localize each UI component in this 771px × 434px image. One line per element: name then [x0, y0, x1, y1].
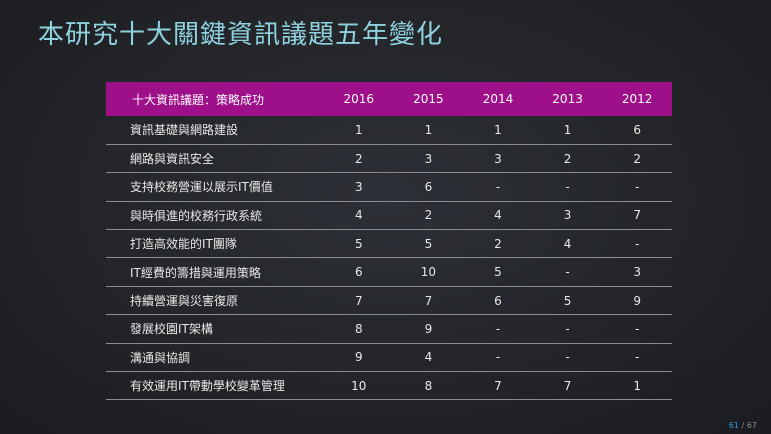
issue-name: IT經費的籌措與運用策略: [130, 265, 261, 280]
issue-name: 打造高效能的IT團隊: [130, 237, 237, 252]
table-row: 溝通與協調 9 4 - - -: [106, 343, 672, 372]
issue-name: 發展校園IT架構: [130, 322, 213, 337]
rank-cell: 2: [633, 151, 641, 166]
issue-name: 有效運用IT帶動學校變革管理: [130, 379, 285, 394]
rank-cell: 1: [633, 378, 641, 393]
rank-cell: 4: [424, 350, 433, 365]
rank-cell: 5: [424, 236, 433, 251]
rank-cell: 8: [424, 378, 433, 393]
table-row: 網路與資訊安全 2 3 3 2 2: [106, 144, 672, 173]
rank-cell: 7: [633, 208, 641, 223]
rank-cell: -: [565, 179, 570, 194]
rank-cell: 9: [633, 293, 641, 308]
rank-cell: 6: [424, 179, 433, 194]
page-current: 61: [728, 421, 740, 430]
table-row: 持續營運與災害復原 7 7 6 5 9: [106, 286, 672, 315]
rank-cell: 5: [494, 265, 502, 280]
rank-cell: 3: [633, 265, 641, 280]
rank-cell: 10: [420, 265, 437, 280]
header-year: 2016: [343, 92, 375, 106]
header-year: 2014: [482, 92, 514, 106]
rank-cell: 9: [424, 321, 433, 336]
issue-name: 與時俱進的校務行政系統: [130, 208, 263, 223]
rank-cell: 6: [354, 265, 363, 280]
rank-cell: 3: [424, 151, 433, 166]
page-separator: /: [739, 421, 747, 430]
issue-name: 持續營運與災害復原: [130, 294, 239, 309]
rank-cell: -: [495, 179, 501, 194]
rank-cell: 5: [563, 293, 572, 308]
rank-cell: 1: [354, 122, 363, 137]
rank-cell: 7: [563, 378, 572, 393]
rank-cell: 1: [424, 122, 433, 137]
rank-cell: -: [495, 350, 501, 365]
rank-cell: 6: [494, 293, 502, 308]
issues-table: 十大資訊議題：策略成功 2016 2015 2014 2013 2012 資訊基…: [106, 82, 672, 400]
table-row: 資訊基礎與網路建設 1 1 1 1 6: [106, 116, 672, 145]
rank-cell: -: [495, 321, 501, 336]
slide-title: 本研究十大關鍵資訊議題五年變化: [38, 20, 444, 50]
header-year: 2013: [552, 92, 583, 106]
table-row: 發展校園IT架構 8 9 - - -: [106, 315, 672, 344]
rank-cell: 6: [633, 122, 641, 137]
rank-cell: 10: [351, 378, 367, 393]
rank-cell: 3: [563, 208, 572, 223]
rank-cell: 1: [494, 122, 502, 137]
rank-cell: 7: [494, 378, 502, 393]
rank-cell: -: [565, 350, 570, 365]
rank-cell: 3: [494, 151, 502, 166]
rank-cell: 2: [424, 208, 433, 223]
rank-cell: 9: [354, 350, 363, 365]
rank-cell: 5: [354, 236, 363, 251]
rank-cell: 3: [354, 179, 363, 194]
table-row: 打造高效能的IT團隊 5 5 2 4 -: [106, 230, 672, 258]
issue-name: 網路與資訊安全: [130, 152, 215, 167]
header-issue-label: 十大資訊議題：策略成功: [132, 92, 265, 107]
rank-cell: 4: [494, 208, 502, 223]
header-year: 2015: [413, 92, 444, 106]
rank-cell: 1: [563, 122, 572, 137]
table-row: 支持校務營運以展示IT價值 3 6 - - -: [106, 173, 672, 202]
page-total: 67: [746, 421, 757, 430]
rank-cell: 2: [354, 151, 363, 166]
issue-name: 溝通與協調: [130, 350, 191, 365]
rank-cell: 4: [354, 208, 363, 223]
rank-cell: 7: [424, 293, 433, 308]
table-header-row: 十大資訊議題：策略成功 2016 2015 2014 2013 2012: [106, 82, 672, 116]
rank-cell: -: [565, 265, 570, 280]
rank-cell: -: [565, 321, 570, 336]
rank-cell: -: [635, 350, 640, 365]
rank-cell: 7: [354, 293, 363, 308]
rank-cell: -: [635, 236, 640, 251]
header-year: 2012: [621, 92, 653, 106]
rank-cell: 2: [563, 151, 572, 166]
rank-cell: -: [635, 321, 640, 336]
page-number: 61 / 67: [729, 421, 757, 430]
rank-cell: 4: [563, 236, 572, 251]
table-row: IT經費的籌措與運用策略 6 10 5 - 3: [106, 258, 672, 287]
table-row: 與時俱進的校務行政系統 4 2 4 3 7: [106, 201, 672, 230]
rank-cell: 8: [354, 321, 363, 336]
rank-cell: 2: [494, 236, 502, 251]
issue-name: 資訊基礎與網路建設: [130, 123, 239, 138]
rank-cell: -: [635, 179, 640, 194]
issue-name: 支持校務營運以展示IT價值: [130, 180, 273, 195]
table-row: 有效運用IT帶動學校變革管理 10 8 7 7 1: [106, 372, 672, 400]
